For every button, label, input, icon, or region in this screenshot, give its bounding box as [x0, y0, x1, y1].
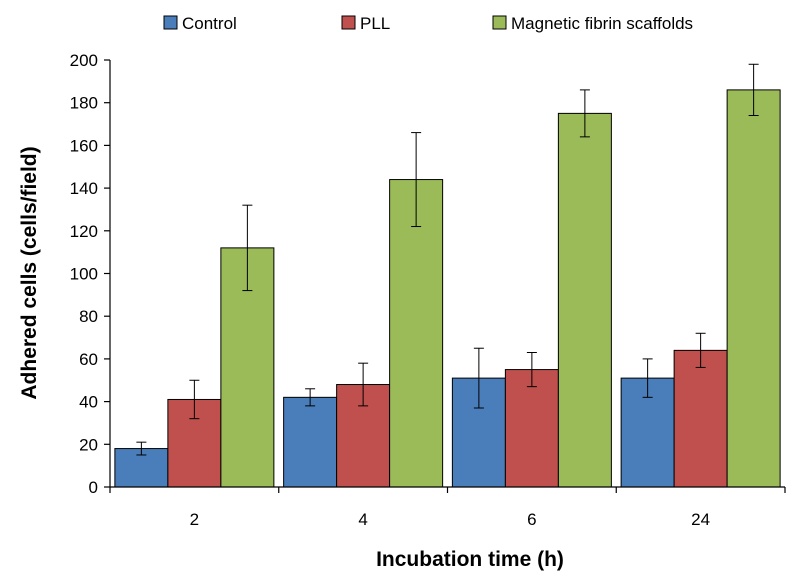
legend-swatch [163, 15, 178, 30]
bar-pll-24 [673, 349, 728, 488]
x-tick-label: 4 [358, 510, 367, 529]
legend-swatch [341, 15, 356, 30]
bar-pll-6 [504, 369, 559, 488]
y-tick-label: 140 [70, 179, 98, 198]
legend-label: Magnetic fibrin scaffolds [511, 14, 693, 33]
x-tick-label: 24 [691, 510, 710, 529]
y-tick-label: 80 [79, 307, 98, 326]
y-tick-label: 120 [70, 222, 98, 241]
error-bars-group [136, 63, 759, 456]
y-tick-label: 180 [70, 94, 98, 113]
y-axis-title: Adhered cells (cells/field) [18, 146, 41, 399]
y-tick-label: 0 [89, 478, 98, 497]
legend-swatch [492, 15, 507, 30]
x-tick-label: 2 [190, 510, 199, 529]
y-tick-label: 100 [70, 265, 98, 284]
bar-magnetic-fibrin-scaffolds-24 [726, 89, 781, 488]
y-tick-label: 60 [79, 350, 98, 369]
legend: Control PLL Magnetic fibrin scaffolds [163, 14, 693, 33]
x-axis-title: Incubation time (h) [376, 548, 564, 571]
y-tick-label: 20 [79, 435, 98, 454]
y-tick-label: 40 [79, 393, 98, 412]
legend-label: PLL [360, 14, 390, 33]
bars-group [114, 89, 781, 488]
legend-label: Control [182, 14, 237, 33]
bar-magnetic-fibrin-scaffolds-6 [557, 112, 612, 488]
y-tick-label: 200 [70, 51, 98, 70]
y-tick-label: 160 [70, 136, 98, 155]
x-tick-label: 6 [527, 510, 536, 529]
bar-control-4 [283, 396, 338, 488]
